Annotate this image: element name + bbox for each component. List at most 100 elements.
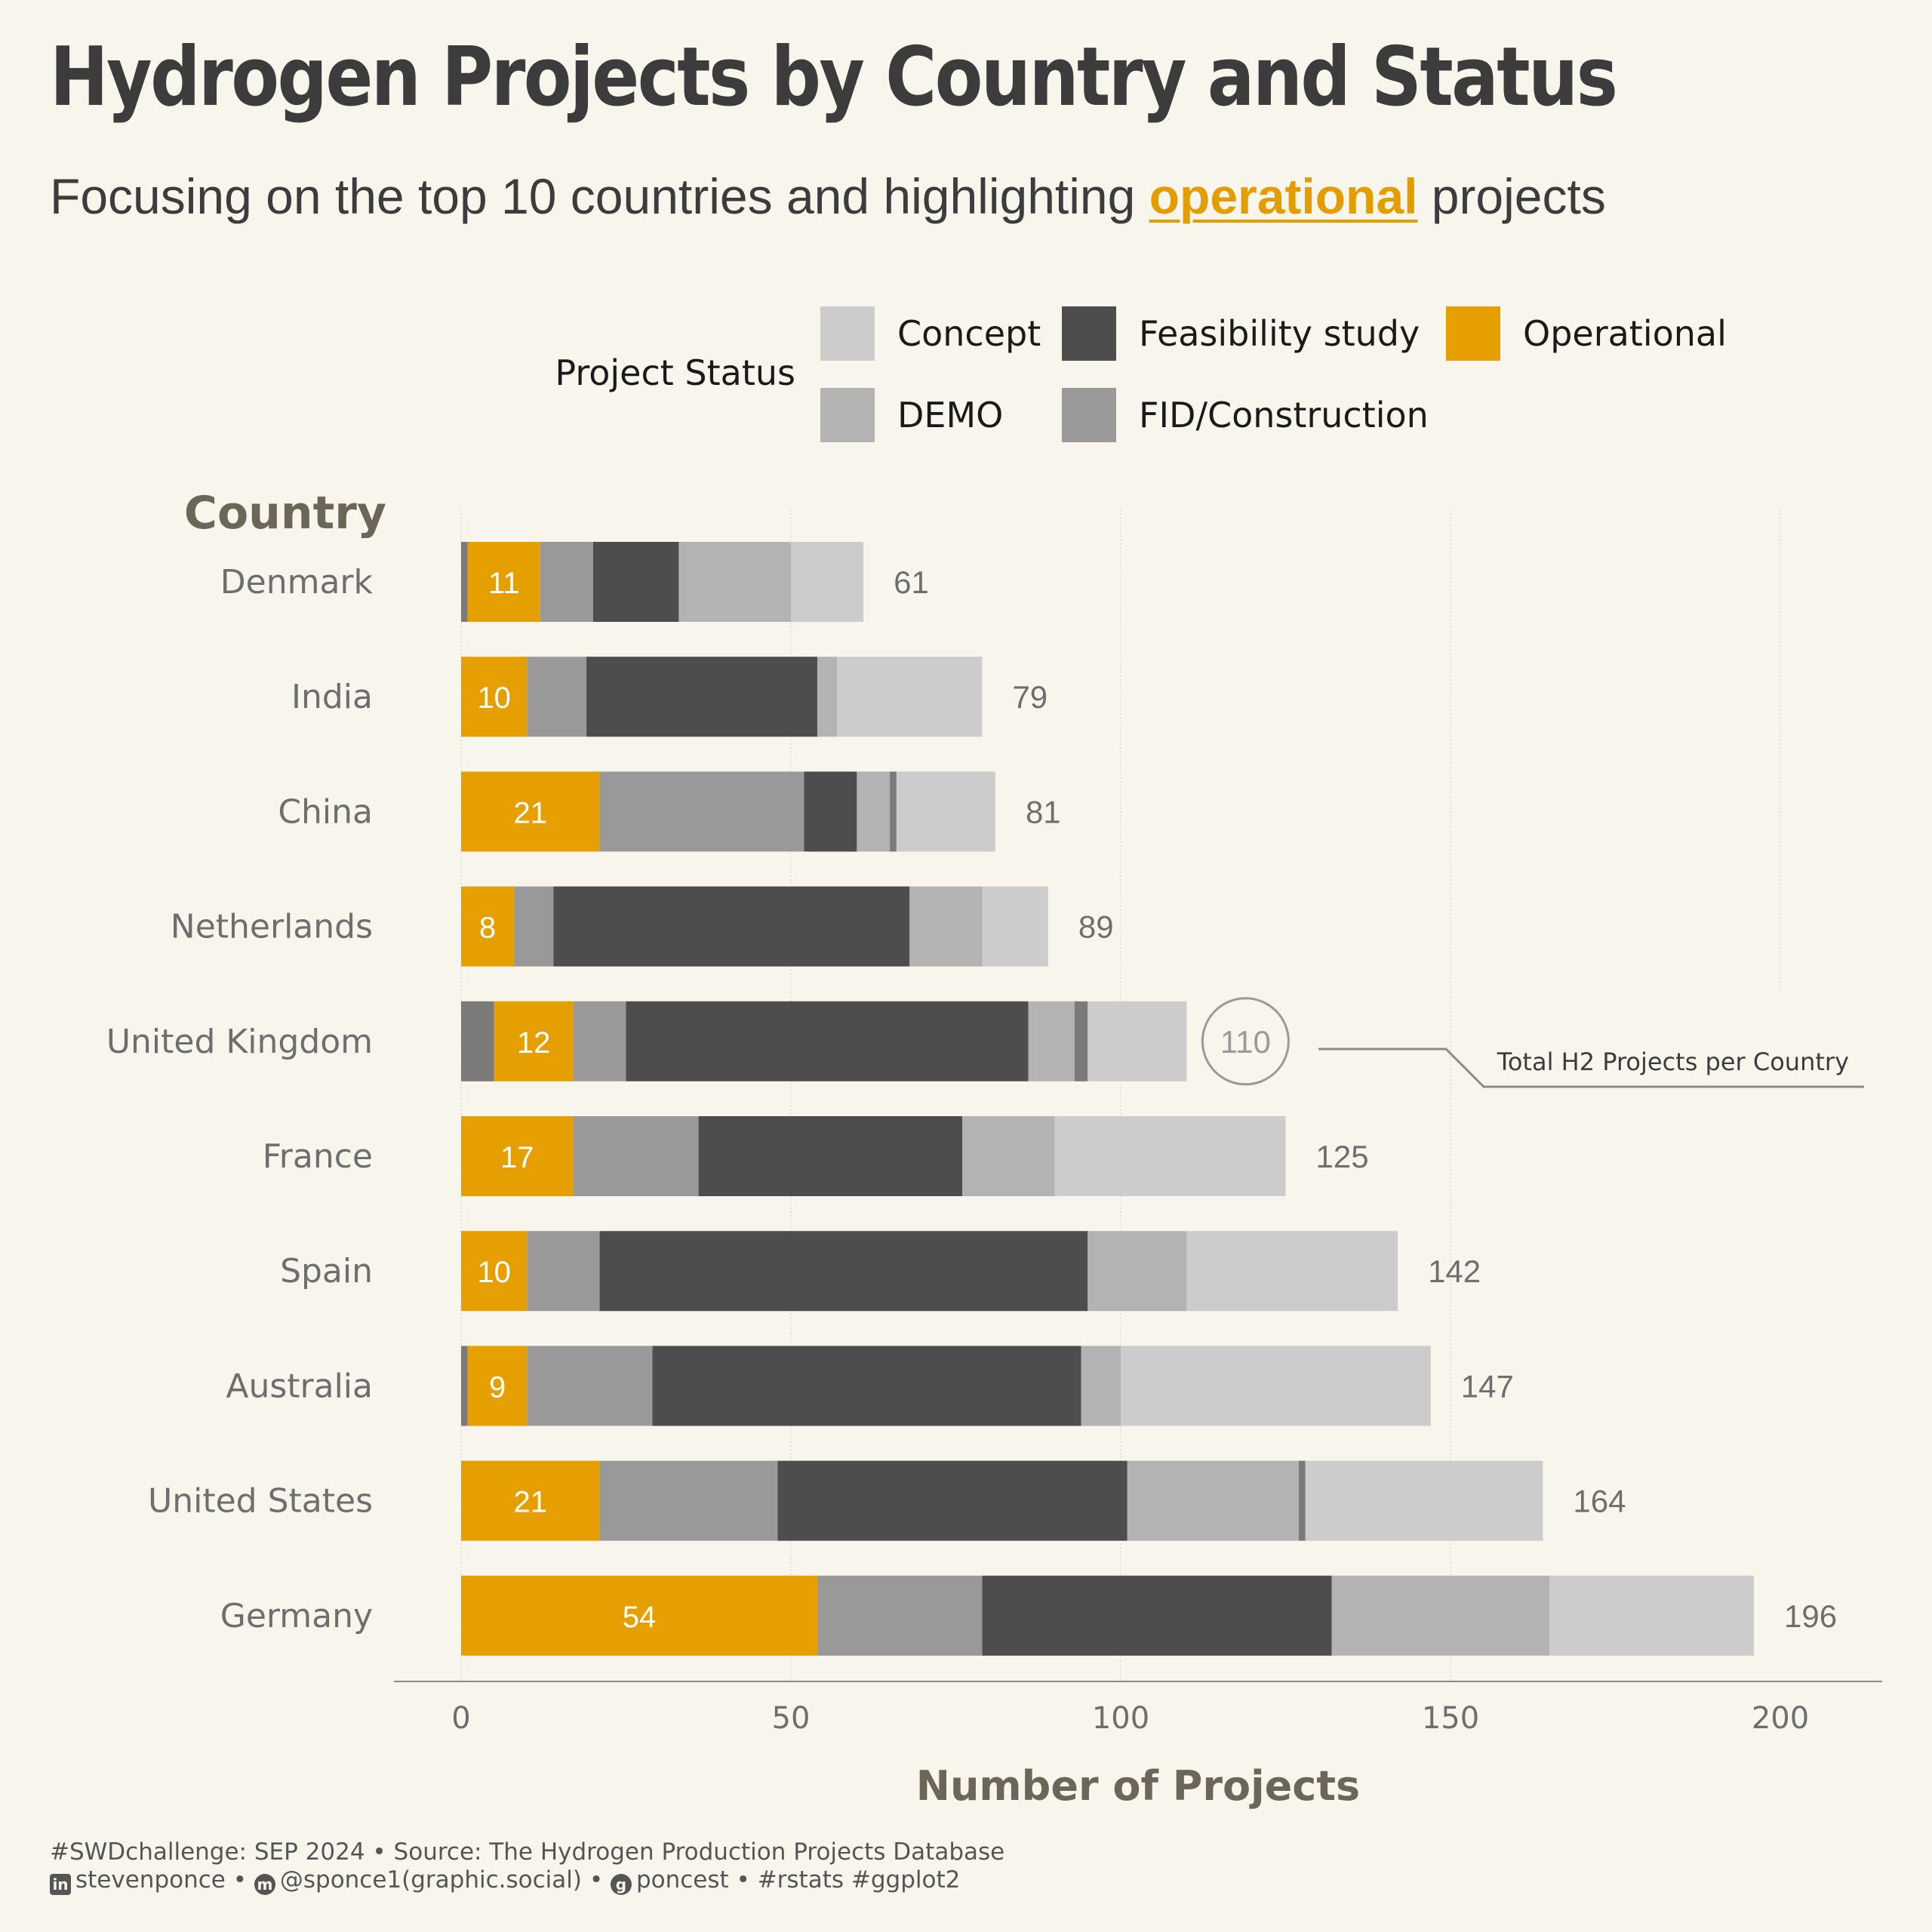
- operational-data-label: 12: [517, 1026, 551, 1060]
- y-tick-label-united-kingdom: United Kingdom: [106, 1023, 373, 1061]
- total-label: 79: [1012, 679, 1048, 715]
- bar-segment-other: [1074, 1001, 1088, 1081]
- x-tick-label: 0: [451, 1701, 470, 1736]
- bar-segment-operational: [467, 542, 540, 622]
- operational-data-label: 10: [477, 1256, 511, 1289]
- chart-subtitle: Focusing on the top 10 countries and hig…: [50, 168, 1606, 225]
- github-icon: g: [610, 1874, 632, 1895]
- x-tick-label: 200: [1752, 1701, 1809, 1736]
- bar-segment-fid-construction: [513, 886, 554, 967]
- total-label: 125: [1316, 1139, 1369, 1174]
- y-tick-label-united-states: United States: [148, 1482, 373, 1521]
- y-tick-label-france: France: [263, 1137, 373, 1176]
- operational-data-label: 8: [479, 912, 496, 945]
- caption-github: poncest: [635, 1866, 729, 1894]
- bar-segment-fid-construction: [527, 1231, 600, 1312]
- bar-segment-demo: [678, 542, 791, 622]
- bar-segment-other: [1298, 1460, 1306, 1541]
- bar-segment-feasibility-study: [777, 1460, 1128, 1541]
- legend-swatch-fid-construction: [1062, 388, 1116, 442]
- bar-segment-feasibility-study: [553, 886, 910, 967]
- bar-segment-operational: [461, 886, 514, 967]
- bar-segment-fid-construction: [599, 1460, 778, 1541]
- operational-data-label: 21: [514, 796, 548, 829]
- bar-segment-demo: [962, 1116, 1055, 1196]
- bar-segment-fid-construction: [527, 1346, 653, 1426]
- operational-data-label: 17: [500, 1141, 534, 1174]
- annotation-label: Total H2 Projects per Country: [1497, 1048, 1849, 1076]
- y-tick-label-netherlands: Netherlands: [171, 908, 373, 946]
- bar-segment-operational: [461, 771, 600, 852]
- operational-data-label: 11: [488, 567, 520, 600]
- bar-segment-concept: [791, 542, 864, 622]
- bar-segment-fid-construction: [573, 1116, 699, 1196]
- bar-segment-demo: [817, 657, 838, 737]
- bar-segment-concept: [1305, 1460, 1543, 1541]
- operational-data-label: 21: [514, 1486, 548, 1519]
- y-tick-label-germany: Germany: [220, 1597, 373, 1635]
- bar-segment-other: [461, 1001, 494, 1081]
- y-tick-label-spain: Spain: [280, 1252, 373, 1291]
- x-axis: 0 50 100 150 200 Number of Projects: [394, 1681, 1882, 1810]
- legend-swatch-demo: [820, 388, 875, 442]
- bar-segment-concept: [837, 657, 983, 737]
- operational-data-label: 54: [623, 1601, 657, 1634]
- legend-swatch-feasibility-study: [1062, 306, 1116, 361]
- bar-segment-demo: [909, 886, 983, 967]
- gridlines: [460, 509, 1781, 1681]
- bar-segment-concept: [896, 771, 995, 852]
- caption-linkedin: stevenponce: [75, 1866, 226, 1894]
- bar-segment-concept: [1186, 1231, 1398, 1312]
- subtitle-highlight: operational: [1149, 168, 1418, 224]
- legend-title: Project Status: [555, 352, 795, 393]
- subtitle-text-after: projects: [1417, 168, 1606, 224]
- y-tick-label-denmark: Denmark: [220, 563, 374, 601]
- y-tick-label-australia: Australia: [226, 1367, 373, 1405]
- bar-segment-feasibility-study: [982, 1575, 1332, 1656]
- annotation: Total H2 Projects per Country: [1318, 1048, 1864, 1088]
- bar-segment-demo: [1028, 1001, 1075, 1081]
- legend-label-concept: Concept: [897, 313, 1041, 354]
- subtitle-text-before: Focusing on the top 10 countries and hig…: [50, 168, 1149, 224]
- bar-segment-operational: [461, 1231, 528, 1312]
- annotation-line: [1318, 1048, 1864, 1088]
- legend-label-demo: DEMO: [897, 395, 1003, 435]
- x-tick-label: 100: [1092, 1701, 1149, 1736]
- legend: Project Status Concept Feasibility study Op…: [555, 306, 1727, 442]
- bar-segment-feasibility-study: [652, 1346, 1081, 1426]
- total-label: 89: [1078, 909, 1114, 945]
- caption-separator: •: [225, 1866, 254, 1894]
- bar-segment-demo: [857, 771, 891, 852]
- operational-data-label: 9: [489, 1371, 506, 1404]
- bar-segment-other: [461, 1346, 468, 1426]
- bar-segment-feasibility-study: [698, 1116, 963, 1196]
- total-label: 110: [1220, 1024, 1271, 1060]
- bar-segment-feasibility-study: [592, 542, 679, 622]
- caption-separator: •: [581, 1866, 611, 1894]
- caption-tags: #rstats #ggplot2: [757, 1866, 961, 1894]
- bar-segment-demo: [1081, 1346, 1121, 1426]
- bar-segment-demo: [1127, 1460, 1299, 1541]
- bar-segment-fid-construction: [599, 771, 804, 852]
- bar-segment-fid-construction: [573, 1001, 626, 1081]
- bar-segment-feasibility-study: [804, 771, 857, 852]
- caption-mastodon: @sponce1(graphic.social): [279, 1866, 582, 1894]
- chart-title: Hydrogen Projects by Country and Status: [50, 30, 1618, 125]
- total-label: 196: [1784, 1598, 1837, 1634]
- operational-data-label: 10: [477, 681, 511, 715]
- total-label: 147: [1461, 1368, 1514, 1404]
- caption-line-2: in stevenponce • m @sponce1(graphic.social…: [50, 1866, 1004, 1895]
- legend-label-fid-construction: FID/Construction: [1139, 395, 1429, 435]
- bar-segment-operational: [461, 1460, 600, 1541]
- bar-segment-concept: [1121, 1346, 1431, 1426]
- bar-segment-other: [461, 542, 468, 622]
- legend-label-feasibility-study: Feasibility study: [1139, 313, 1420, 354]
- bar-segment-operational: [461, 657, 528, 737]
- y-axis: Country Denmark India China Netherlands Unite…: [106, 487, 386, 1635]
- y-tick-label-china: China: [278, 792, 373, 831]
- bar-segment-fid-construction: [540, 542, 593, 622]
- bar-segment-feasibility-study: [599, 1231, 1088, 1312]
- bar-segment-fid-construction: [817, 1575, 983, 1656]
- bar-segment-concept: [1054, 1116, 1286, 1196]
- caption-line-1: #SWDchallenge: SEP 2024 • Source: The Hy…: [50, 1838, 1005, 1866]
